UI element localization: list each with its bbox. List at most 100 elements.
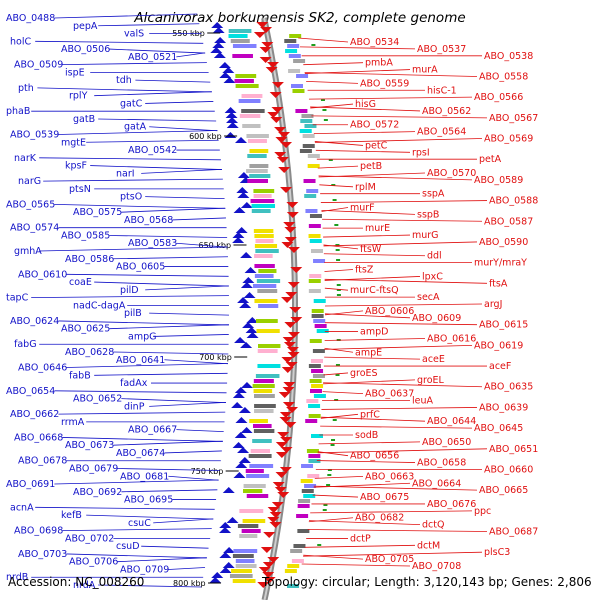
right-label-line (304, 72, 478, 77)
right-gene-label: groEL (417, 375, 445, 386)
left-gene-label: pth (18, 83, 34, 94)
right-gene-label: ABO_0708 (412, 561, 461, 572)
feature-block (305, 419, 318, 423)
right-label-line (323, 234, 411, 238)
right-gene-label: aceF (489, 361, 511, 372)
right-gene-label: ddl (427, 251, 442, 262)
left-gene-label: ABO_0678 (18, 456, 67, 467)
feature-block (308, 459, 321, 463)
feature-block (287, 584, 300, 588)
left-gene-label: holC (10, 36, 31, 47)
feature-block (245, 469, 264, 473)
feature-block (301, 489, 314, 493)
feature-block (257, 364, 281, 368)
right-feature-arrow (274, 487, 287, 493)
feature-block (231, 569, 252, 573)
feature-block (296, 514, 309, 518)
left-feature-arrow (244, 267, 257, 273)
right-label-line (323, 372, 349, 376)
right-gene-label: ABO_0570 (427, 168, 476, 179)
left-gene-label: ABO_0668 (14, 432, 63, 443)
right-gene-label: murE (365, 223, 390, 234)
left-feature-arrow (226, 122, 239, 128)
right-feature-arrow (286, 407, 299, 413)
left-label-line (35, 506, 215, 510)
right-feature-arrow (287, 352, 300, 358)
left-feature-arrow (246, 332, 259, 338)
feature-block (235, 559, 255, 563)
right-gene-label: ABO_0590 (479, 237, 528, 248)
left-gene-label: gatB (73, 114, 95, 125)
left-label-line (94, 91, 212, 97)
right-feature-arrow (272, 482, 285, 488)
right-feature-arrow (271, 107, 284, 113)
feature-block (309, 379, 322, 383)
left-gene-label: ABO_0565 (6, 199, 55, 210)
rna-mark (332, 419, 337, 421)
left-feature-arrow (223, 77, 236, 83)
right-gene-label: ABO_0682 (355, 513, 404, 524)
rna-mark (327, 474, 332, 476)
feature-block (289, 34, 302, 38)
feature-block (311, 369, 324, 373)
left-label-line (141, 545, 209, 549)
left-feature-arrow (234, 432, 247, 438)
feature-block (308, 224, 321, 228)
feature-block (303, 179, 316, 183)
rna-mark (323, 119, 328, 121)
feature-block (228, 29, 252, 33)
left-label-line (149, 312, 230, 316)
right-feature-arrow (276, 157, 289, 163)
right-feature-arrow (260, 27, 273, 33)
right-feature-arrow (284, 237, 297, 243)
right-gene-label: ABO_0635 (484, 382, 533, 393)
right-gene-label: ABO_0615 (479, 320, 528, 331)
left-label-line (54, 204, 226, 209)
left-label-line (145, 101, 214, 104)
right-gene-label: hisC-1 (427, 85, 457, 96)
right-feature-arrow (253, 32, 266, 38)
left-feature-arrow (234, 337, 247, 343)
left-feature-arrow (237, 447, 250, 453)
left-label-line (117, 557, 207, 563)
feature-block (307, 154, 320, 158)
right-gene-label: ABO_0663 (365, 471, 414, 482)
feature-block (241, 109, 265, 113)
right-label-line (321, 209, 416, 215)
left-gene-label: fabG (14, 339, 37, 350)
left-gene-label: narI (116, 168, 135, 179)
feature-block (309, 214, 322, 218)
left-feature-arrow (214, 37, 227, 43)
right-label-line (306, 80, 359, 84)
feature-block (308, 279, 321, 283)
feature-block (250, 449, 271, 453)
feature-block (254, 264, 275, 268)
feature-block (242, 124, 261, 128)
feature-block (314, 324, 327, 328)
left-label-line (66, 273, 229, 277)
left-label-line (66, 553, 207, 559)
rna-mark (331, 184, 336, 186)
left-label-line (54, 390, 227, 394)
left-label-line (109, 48, 206, 54)
right-feature-arrow (290, 267, 303, 273)
left-gene-label: ABO_0641 (116, 355, 165, 366)
left-label-line (31, 295, 229, 299)
right-gene-label: dctP (350, 533, 371, 544)
right-feature-arrow (256, 22, 269, 28)
right-gene-label: ampE (355, 347, 382, 358)
feature-block (307, 474, 320, 478)
feature-block (254, 394, 275, 398)
feature-block (308, 404, 321, 408)
left-feature-arrow (223, 547, 236, 553)
rna-mark (335, 249, 340, 251)
left-feature-arrow (222, 487, 235, 493)
left-gene-label: tapC (6, 293, 29, 304)
left-feature-arrow (212, 42, 225, 48)
feature-block (253, 189, 275, 193)
right-feature-arrow (261, 42, 274, 48)
feature-block (254, 409, 274, 413)
left-label-line (58, 411, 226, 415)
left-gene-label: ABO_0624 (10, 316, 59, 327)
